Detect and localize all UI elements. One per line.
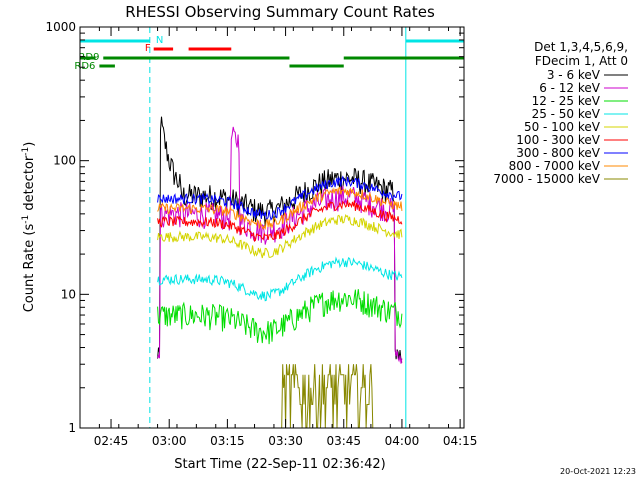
legend-label-7: 800 - 7000 keV [509, 159, 601, 173]
chart-title: RHESSI Observing Summary Count Rates [125, 3, 435, 21]
series-line-3 [157, 256, 403, 302]
legend-label-5: 100 - 300 keV [516, 133, 600, 147]
x-axis-label: Start Time (22-Sep-11 02:36:42) [174, 457, 385, 472]
flag-label-f: F [145, 43, 151, 54]
x-tick-label-6: 04:15 [443, 434, 478, 448]
y-tick-label-2: 100 [53, 154, 76, 168]
legend: Det 1,3,4,5,6,9, FDecim 1, Att 0 3 - 6 k… [493, 40, 628, 186]
frame-layer [79, 26, 465, 429]
flag-label-n: N [156, 35, 163, 46]
x-tick-label-5: 04:00 [385, 434, 420, 448]
series-layer [157, 116, 403, 429]
legend-label-6: 300 - 800 keV [516, 146, 600, 160]
series-line-8 [157, 364, 402, 429]
legend-header-line1: Det 1,3,4,5,6,9, [534, 40, 628, 54]
y-tick-label-0: 1 [68, 421, 76, 435]
x-tick-label-2: 03:15 [210, 434, 245, 448]
flag-label-rd9: RD9 [78, 52, 99, 63]
footer-date: 20-Oct-2021 12:23 [560, 467, 636, 476]
x-tick-label-0: 02:45 [94, 434, 129, 448]
legend-label-0: 3 - 6 keV [547, 68, 601, 82]
series-line-5 [157, 200, 403, 243]
x-tick-label-1: 03:00 [152, 434, 187, 448]
y-axis-label-part1: Count Rate (s [22, 224, 37, 313]
legend-label-4: 50 - 100 keV [524, 120, 601, 134]
y-axis-label-part2: detector [22, 155, 37, 215]
y-axis-label-part3: ) [22, 142, 37, 147]
series-line-4 [157, 214, 403, 259]
x-tick-label-4: 03:45 [326, 434, 361, 448]
legend-label-1: 6 - 12 keV [539, 81, 601, 95]
series-line-7 [157, 186, 403, 231]
x-tick-label-3: 03:30 [268, 434, 303, 448]
y-axis-label: Count Rate (s-1 detector-1) [21, 142, 37, 313]
series-line-6 [157, 175, 403, 221]
legend-label-8: 7000 - 15000 keV [493, 172, 600, 186]
ticks-layer: 1 10 100 1000 02:45 03:00 03:15 03:30 03:45 04:00… [45, 20, 477, 448]
legend-label-2: 12 - 25 keV [532, 94, 601, 108]
series-line-2 [157, 289, 403, 345]
y-axis-label-sup2: -1 [21, 147, 31, 156]
series-line-0 [157, 116, 403, 363]
legend-label-3: 25 - 50 keV [532, 107, 601, 121]
legend-header-line2: FDecim 1, Att 0 [535, 54, 628, 68]
y-axis-label-sup1: -1 [21, 215, 31, 224]
flag-label-rd6: RD6 [74, 61, 95, 72]
y-tick-label-1: 10 [61, 287, 76, 301]
y-tick-label-3: 1000 [45, 20, 76, 34]
plot-frame [79, 26, 465, 429]
